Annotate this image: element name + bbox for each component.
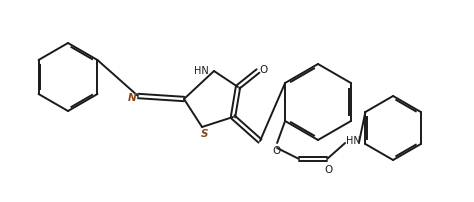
- Text: S: S: [201, 128, 209, 138]
- Text: HN: HN: [193, 66, 209, 76]
- Text: O: O: [324, 164, 332, 174]
- Text: N: N: [128, 93, 137, 102]
- Text: O: O: [272, 145, 280, 155]
- Text: HN: HN: [346, 135, 360, 145]
- Text: O: O: [260, 65, 268, 75]
